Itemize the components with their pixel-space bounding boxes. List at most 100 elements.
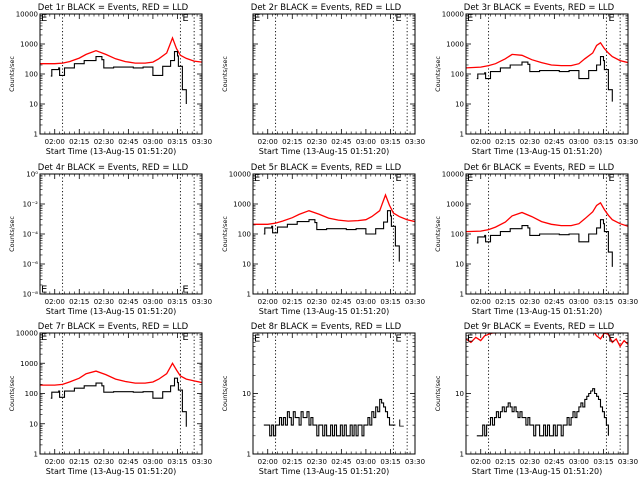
x-tick-label: 03:00 [143, 298, 163, 306]
events-series-line [476, 219, 613, 267]
marker-letter: E [254, 173, 260, 184]
marker-letter: E [182, 13, 188, 24]
events-series-line [263, 210, 400, 262]
plot-frame [252, 173, 416, 295]
x-tick-label: 02:15 [69, 458, 89, 466]
x-tick-label: 03:30 [405, 138, 425, 146]
x-tick-label: 02:30 [520, 458, 540, 466]
x-tick-label: 02:45 [544, 138, 564, 146]
y-tick-label: 10 [242, 261, 251, 269]
x-tick-label: 02:00 [258, 458, 278, 466]
marker-letter: E [395, 13, 401, 24]
y-axis-label: Counts/sec [8, 216, 16, 252]
panel-title: Det 3r BLACK = Events, RED = LLD [464, 3, 615, 13]
events-series-line [263, 398, 396, 437]
series-group [466, 333, 628, 437]
y-tick-label: 1 [460, 451, 464, 459]
x-tick-label: 02:45 [331, 298, 351, 306]
marker-letter: E [41, 13, 47, 24]
marker-letter: E [41, 285, 47, 296]
y-tick-label: 100 [451, 71, 464, 79]
x-tick-label: 02:30 [307, 298, 327, 306]
x-tick-label: 02:30 [520, 138, 540, 146]
y-tick-label: 100 [25, 390, 38, 398]
x-tick-label: 03:15 [380, 298, 400, 306]
events-series-line [476, 388, 609, 437]
detector-panel-5: Det 5r BLACK = Events, RED = LLD 1 10 100 10… [221, 163, 425, 316]
panel-title: Det 4r BLACK = Events, RED = LLD [38, 163, 189, 173]
x-tick-label: 03:30 [618, 298, 638, 306]
lld-series-line [253, 193, 415, 225]
x-tick-label: 02:00 [258, 138, 278, 146]
panel-title: Det 1r BLACK = Events, RED = LLD [38, 3, 189, 13]
x-tick-label: 03:15 [593, 138, 613, 146]
y-tick-label: 1 [247, 451, 251, 459]
x-tick-label: 02:15 [495, 298, 515, 306]
y-axis-label: Counts/sec [434, 216, 442, 252]
lld-series-line [40, 361, 202, 386]
x-tick-label: 02:30 [520, 298, 540, 306]
panel-title: Det 7r BLACK = Events, RED = LLD [38, 322, 189, 332]
lld-series-line [466, 41, 628, 69]
panel-title: Det 8r BLACK = Events, RED = LLD [251, 322, 402, 332]
x-axis-label: Start Time (13-Aug-15 01:51:20) [259, 467, 390, 476]
y-tick-label: 1000 [446, 201, 464, 209]
x-tick-label: 02:45 [331, 458, 351, 466]
marker-letter: E [182, 332, 188, 343]
x-tick-label: 03:15 [380, 138, 400, 146]
x-tick-label: 03:00 [569, 298, 589, 306]
x-tick-label: 02:00 [471, 138, 491, 146]
series-group [40, 361, 202, 427]
x-tick-label: 02:45 [118, 138, 138, 146]
marker-letter: E [182, 285, 188, 296]
x-tick-label: 03:15 [593, 298, 613, 306]
x-tick-label: 02:45 [118, 458, 138, 466]
x-tick-label: 02:45 [331, 138, 351, 146]
y-tick-label: 100 [238, 231, 251, 239]
y-axis-label: Counts/sec [221, 216, 229, 252]
marker-letter: E [41, 332, 47, 343]
y-tick-label: 10⁰ [26, 171, 38, 179]
x-tick-label: 03:30 [192, 458, 212, 466]
y-tick-label: 1000 [20, 360, 38, 368]
y-tick-label: 10 [242, 390, 251, 398]
y-tick-label: 1 [460, 131, 464, 139]
x-tick-label: 02:15 [69, 298, 89, 306]
y-axis-label: Counts/sec [434, 375, 442, 411]
detector-panel-6: Det 6r BLACK = Events, RED = LLD 1 10 100 10… [434, 163, 638, 316]
series-group [40, 36, 202, 104]
x-tick-label: 03:00 [143, 458, 163, 466]
series-group [466, 41, 628, 102]
x-tick-label: 02:30 [94, 298, 114, 306]
y-tick-label: 10 [455, 390, 464, 398]
x-axis-label: Start Time (13-Aug-15 01:51:20) [46, 147, 177, 156]
x-tick-label: 02:15 [495, 458, 515, 466]
x-tick-label: 02:15 [69, 138, 89, 146]
panel-title: Det 5r BLACK = Events, RED = LLD [251, 163, 402, 173]
x-tick-label: 03:30 [618, 138, 638, 146]
y-tick-label: 10⁻⁸ [23, 291, 39, 299]
y-tick-label: 10000 [442, 11, 464, 19]
x-tick-label: 02:15 [495, 138, 515, 146]
x-tick-label: 03:30 [405, 458, 425, 466]
x-tick-label: 03:30 [192, 298, 212, 306]
x-tick-label: 03:00 [356, 458, 376, 466]
marker-letter: E [467, 13, 473, 24]
x-tick-label: 02:15 [282, 138, 302, 146]
x-tick-label: 02:45 [544, 298, 564, 306]
y-tick-label: 100 [451, 231, 464, 239]
x-axis-label: Start Time (13-Aug-15 01:51:20) [46, 307, 177, 316]
marker-letter: E [608, 13, 614, 24]
y-axis-label: Counts/sec [221, 375, 229, 411]
y-tick-label: 1000 [446, 41, 464, 49]
marker-letter: E [467, 333, 473, 344]
events-series-line [476, 56, 613, 102]
detector-panel-8: Det 8r BLACK = Events, RED = LLD 1 10 02:00… [221, 322, 425, 476]
x-tick-label: 03:15 [167, 458, 187, 466]
x-tick-label: 03:15 [167, 298, 187, 306]
y-tick-label: 10⁻⁶ [23, 261, 39, 269]
y-tick-label: 1 [34, 131, 38, 139]
series-group [253, 193, 415, 262]
x-axis-label: Start Time (13-Aug-15 01:51:20) [472, 467, 603, 476]
x-tick-label: 02:15 [282, 458, 302, 466]
